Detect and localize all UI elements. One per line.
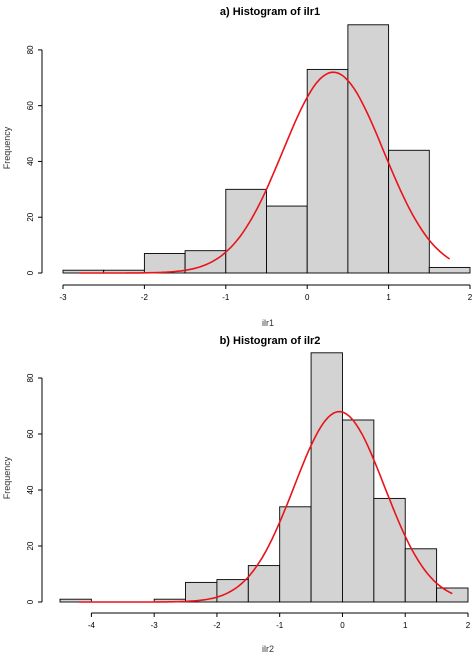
panel-a-bar-9 bbox=[428, 266, 471, 274]
panel-a-y-tick-label-0: 0 bbox=[26, 270, 35, 275]
panel-a-x-tick-label-3: 0 bbox=[305, 293, 310, 302]
panel-b: b) Histogram of ilr2 Frequency ilr2 -4 -3… bbox=[2, 335, 471, 654]
panel-b-x-tick-label-0: -4 bbox=[88, 621, 96, 630]
panel-b-x-tick-label-3: -1 bbox=[276, 621, 284, 630]
panel-a-bars bbox=[62, 24, 471, 274]
panel-b-normal-curve bbox=[78, 410, 453, 603]
panel-b-y-tick-label-4: 80 bbox=[26, 373, 35, 382]
panel-a-ylabel: Frequency bbox=[2, 126, 12, 169]
panel-a: a) Histogram of ilr1 Frequency ilr1 -3 -2… bbox=[2, 6, 473, 328]
panel-b-bar-0 bbox=[59, 598, 92, 603]
panel-b-bar-12 bbox=[436, 587, 469, 603]
panel-a-x-tick-label-0: -3 bbox=[59, 293, 67, 302]
panel-b-bar-9 bbox=[342, 419, 375, 603]
panel-a-x-tick-label-5: 2 bbox=[468, 293, 473, 302]
panel-b-bar-10 bbox=[373, 497, 406, 603]
panel-a-y-axis: 0 20 40 60 80 bbox=[26, 45, 43, 275]
panel-a-y-tick-label-1: 20 bbox=[26, 212, 35, 221]
panel-b-bars bbox=[59, 352, 469, 603]
panel-a-bar-8 bbox=[388, 149, 430, 274]
panel-a-y-tick-label-2: 40 bbox=[26, 156, 35, 165]
panel-b-y-tick-label-1: 20 bbox=[26, 541, 35, 550]
panel-a-normal-curve bbox=[79, 71, 451, 274]
panel-b-x-tick-label-1: -3 bbox=[151, 621, 159, 630]
panel-a-title: a) Histogram of ilr1 bbox=[220, 6, 320, 18]
panel-a-bar-6 bbox=[306, 68, 349, 274]
panel-b-x-tick-label-5: 1 bbox=[403, 621, 408, 630]
panel-a-bar-7 bbox=[347, 24, 390, 274]
panel-a-y-tick-label-4: 80 bbox=[26, 45, 35, 54]
panel-b-x-axis: -4 -3 -2 -1 0 1 2 bbox=[88, 612, 471, 630]
panel-b-x-tick-label-2: -2 bbox=[213, 621, 221, 630]
panel-a-x-tick-label-2: -1 bbox=[222, 293, 230, 302]
panel-a-x-axis: -3 -2 -1 0 1 2 bbox=[59, 284, 473, 302]
panel-b-bar-8 bbox=[310, 352, 343, 603]
panel-b-x-tick-label-6: 2 bbox=[466, 621, 471, 630]
panel-b-y-tick-label-0: 0 bbox=[26, 599, 35, 604]
panel-b-x-tick-label-4: 0 bbox=[340, 621, 345, 630]
panel-b-y-tick-label-3: 60 bbox=[26, 429, 35, 438]
panel-b-ylabel: Frequency bbox=[2, 456, 12, 499]
panel-b-bar-7 bbox=[279, 506, 312, 603]
panel-b-y-axis: 0 20 40 60 80 bbox=[26, 373, 43, 604]
panel-a-xlabel: ilr1 bbox=[262, 318, 274, 328]
panel-a-y-tick-label-3: 60 bbox=[26, 101, 35, 110]
panel-b-bar-11 bbox=[404, 548, 438, 603]
panel-a-x-tick-label-1: -2 bbox=[141, 293, 149, 302]
panel-a-x-tick-label-4: 1 bbox=[386, 293, 391, 302]
panel-b-title: b) Histogram of ilr2 bbox=[220, 335, 321, 347]
panel-b-xlabel: ilr2 bbox=[262, 644, 274, 654]
panel-a-bar-2 bbox=[143, 253, 186, 274]
panel-b-y-tick-label-2: 40 bbox=[26, 485, 35, 494]
panel-a-bar-5 bbox=[266, 205, 308, 274]
